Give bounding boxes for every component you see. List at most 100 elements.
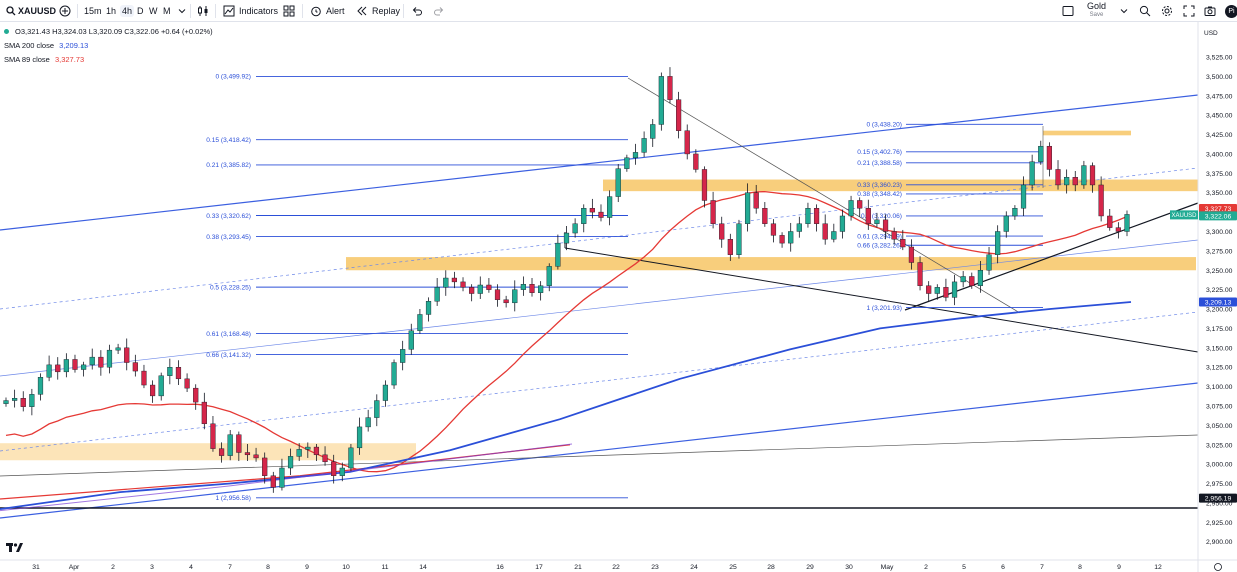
interval-1h[interactable]: 1h (106, 6, 117, 16)
candle (563, 226, 570, 251)
candle-body (693, 153, 699, 170)
sma89-label: SMA 89 close (4, 55, 50, 64)
candle (969, 272, 975, 289)
indicators-button[interactable]: Indicators (222, 0, 278, 22)
time-tick-label: 8 (1078, 564, 1082, 571)
snapshot-button[interactable] (1203, 0, 1217, 22)
time-axis[interactable]: 31 Apr 2 3 4 7 8 9 10 11 14 16 17 21 22 23 24 25 28 29 30 May… (0, 559, 1237, 571)
layout-name-save[interactable]: Gold Save (1087, 0, 1106, 22)
layout-menu-button[interactable] (1117, 0, 1131, 22)
replay-button[interactable]: Replay (355, 0, 400, 22)
redo-button[interactable] (432, 0, 446, 22)
candle-body (305, 446, 311, 450)
candle-body (20, 398, 26, 407)
candle (296, 443, 302, 462)
channel-dashed-lower (0, 311, 1199, 452)
alert-button[interactable]: Alert (309, 0, 345, 22)
candle-body (710, 200, 716, 224)
channel-upper-line (0, 94, 1199, 231)
interval-15m[interactable]: 15m (84, 6, 102, 16)
sma200-legend[interactable]: SMA 200 close 3,209.13 (4, 41, 88, 50)
compare-symbol-button[interactable] (58, 0, 72, 22)
candle-body (632, 152, 639, 159)
candle-body (598, 211, 604, 218)
price-tick-label: 3,100.00 (1206, 384, 1233, 391)
candle-body (443, 277, 449, 288)
candle (1038, 140, 1044, 165)
candle-body (520, 284, 526, 290)
price-axis[interactable]: USD 2,900.00 2,925.00 2,950.00 2,975.00 3,000… (1197, 22, 1233, 572)
candle (201, 392, 207, 430)
settings-button[interactable] (1160, 0, 1174, 22)
candle (676, 91, 682, 139)
time-tick-label: 3 (150, 564, 154, 571)
symbol-search[interactable]: XAUUSD (4, 0, 56, 22)
interval-d[interactable]: D (137, 6, 144, 16)
time-tick-label: 6 (1001, 564, 1005, 571)
sma89-legend[interactable]: SMA 89 close 3,327.73 (4, 55, 84, 64)
candle (770, 219, 777, 243)
time-tick-label: Apr (69, 564, 80, 571)
candle-body (149, 384, 156, 397)
candle (339, 462, 345, 482)
candle (253, 447, 259, 462)
candle-body (848, 200, 854, 217)
candle-body (46, 364, 52, 378)
candle-body (986, 254, 992, 271)
candle (81, 361, 87, 377)
redo-icon (432, 4, 446, 18)
time-tick-label: 30 (845, 564, 853, 571)
price-tag-bg (1199, 297, 1237, 307)
trendlines[interactable] (0, 77, 1199, 519)
candle-body (132, 362, 138, 372)
time-tick-label: May (881, 564, 894, 571)
user-avatar[interactable]: Pi (1225, 0, 1237, 22)
candle-body (279, 467, 285, 488)
layouts-button[interactable] (282, 0, 296, 22)
candle-body (1003, 215, 1009, 232)
candle (926, 281, 932, 303)
candle-body (29, 394, 35, 407)
price-tag-text: 3,327.73 (1205, 206, 1232, 213)
candle-body (1020, 184, 1027, 209)
axis-settings-icon[interactable] (1214, 563, 1222, 571)
fullscreen-button[interactable] (1182, 0, 1196, 22)
candle (693, 149, 699, 173)
candle-body (270, 475, 276, 488)
fibonacci-retracements[interactable]: 0 (3,499.92) 0.15 (3,418.42) 0.21 (3,385.8… (206, 74, 1043, 502)
indicators-icon (222, 4, 236, 18)
candle-body (1055, 169, 1061, 186)
candle (184, 373, 190, 393)
candle (374, 394, 380, 427)
chart-type-button[interactable] (196, 0, 210, 22)
candle (270, 471, 276, 493)
candle (1098, 176, 1104, 222)
candle-body (391, 362, 397, 386)
fib-left-level-label: 1 (2,956.58) (215, 495, 251, 502)
candle-body (684, 130, 690, 155)
interval-4h[interactable]: 4h (120, 0, 135, 22)
fib-left-level-label: 0.66 (3,141.32) (206, 352, 251, 359)
candle-body (538, 285, 544, 293)
interval-w[interactable]: W (149, 6, 158, 16)
layout-toggle-button[interactable] (1061, 0, 1075, 22)
quick-search-button[interactable] (1138, 0, 1152, 22)
search-icon (4, 4, 18, 18)
time-tick-label: 2 (924, 564, 928, 571)
candle (494, 284, 501, 307)
fib-left-level-label: 0.61 (3,168.48) (206, 331, 251, 338)
interval-dropdown[interactable] (175, 0, 189, 22)
candle (658, 72, 664, 131)
candle (1055, 160, 1061, 190)
descending-resistance-line (564, 247, 1199, 353)
candle-body (762, 208, 768, 224)
fib-left-level-label: 0 (3,499.92) (215, 74, 251, 81)
undo-button[interactable] (410, 0, 424, 22)
interval-m[interactable]: M (163, 6, 171, 16)
price-tick-label: 3,275.00 (1206, 248, 1233, 255)
candle-body (744, 192, 751, 224)
candle (106, 344, 113, 374)
candle-body (72, 359, 78, 370)
candle-body (1081, 165, 1087, 186)
